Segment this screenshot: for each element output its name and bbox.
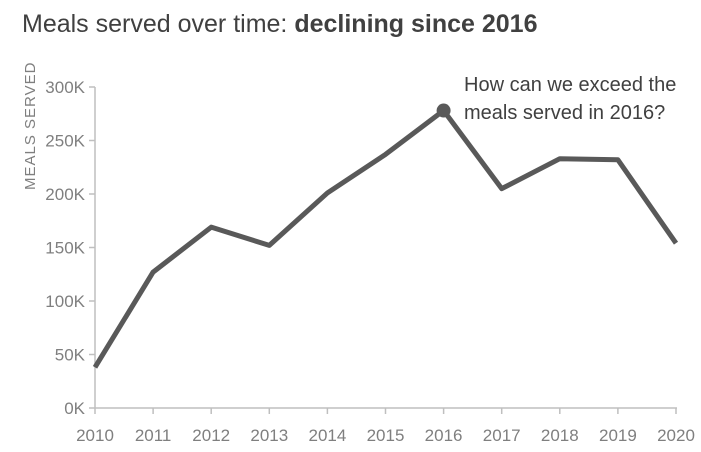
x-tick-label: 2016 <box>425 426 463 445</box>
x-tick-label: 2013 <box>250 426 288 445</box>
x-tick-label: 2019 <box>599 426 637 445</box>
y-tick-label: 200K <box>45 185 85 204</box>
annotation-line1: How can we exceed the <box>464 74 677 96</box>
y-tick-label: 100K <box>45 292 85 311</box>
x-tick-label: 2012 <box>192 426 230 445</box>
chart-title-regular: Meals served over time: <box>22 10 295 38</box>
peak-marker-dot <box>436 103 451 118</box>
annotation: How can we exceed the meals served in 20… <box>464 71 676 127</box>
y-tick-label: 150K <box>45 239 85 258</box>
chart-title-bold: declining since 2016 <box>294 10 538 38</box>
x-tick-label: 2020 <box>657 426 695 445</box>
y-tick-label: 0K <box>64 399 85 418</box>
x-tick-label: 2015 <box>367 426 405 445</box>
y-tick-label: 50K <box>55 346 86 365</box>
x-tick-label: 2018 <box>541 426 579 445</box>
y-tick-label: 300K <box>45 78 85 97</box>
x-tick-label: 2017 <box>483 426 521 445</box>
x-tick-label: 2014 <box>308 426 346 445</box>
x-tick-label: 2010 <box>76 426 114 445</box>
y-tick-label: 250K <box>45 132 85 151</box>
annotation-line2: meals served in 2016? <box>464 102 666 124</box>
series-line <box>92 108 679 369</box>
x-tick-label: 2011 <box>135 426 172 445</box>
chart-title: Meals served over time: declining since … <box>22 10 538 39</box>
